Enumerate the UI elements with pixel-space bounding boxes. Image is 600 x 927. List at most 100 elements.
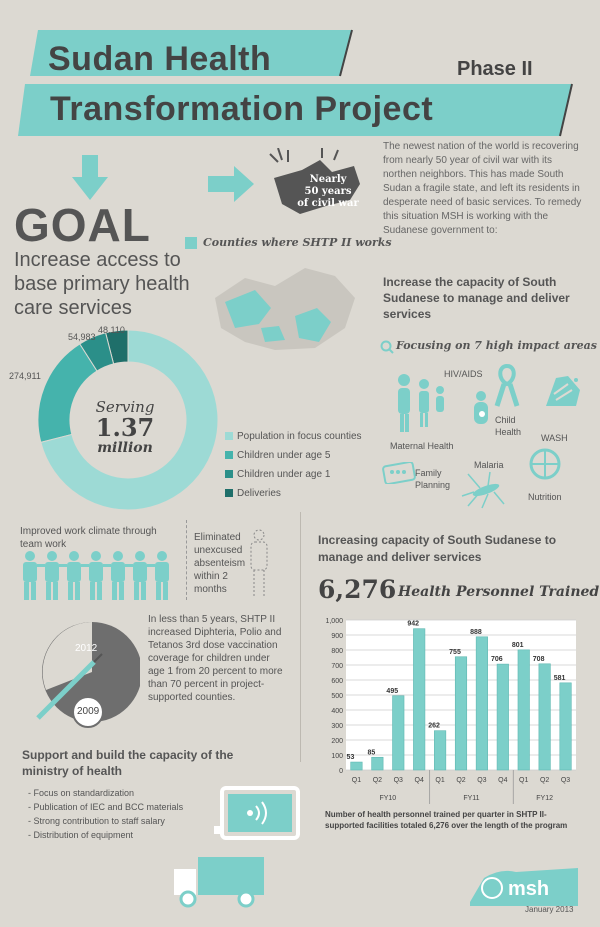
legend-swatch <box>225 432 233 441</box>
person-head <box>91 551 101 561</box>
area-family-planning: Family Planning <box>415 468 451 490</box>
bar <box>496 663 509 771</box>
bar <box>454 656 468 771</box>
vertical-divider <box>300 512 301 762</box>
y-tick-label: 1,000 <box>325 618 343 625</box>
civil-war-line1: Nearly <box>309 174 347 185</box>
area-maternal-health: Maternal Health <box>390 441 454 451</box>
dashed-divider <box>186 520 188 600</box>
x-tick-label: Q4 <box>498 777 507 784</box>
bar-value-label: 581 <box>554 675 566 682</box>
person-body <box>45 562 59 582</box>
legend-label: Children under age 5 <box>237 450 331 461</box>
list-item: - Distribution of equipment <box>28 830 134 840</box>
person-leg <box>163 582 168 600</box>
search-icon <box>380 340 394 354</box>
legend-swatch <box>225 470 233 479</box>
donut-hole <box>72 364 184 476</box>
y-tick-label: 800 <box>331 648 343 655</box>
list-item: - Focus on standardization <box>28 788 135 798</box>
x-tick-label: Q3 <box>394 777 403 784</box>
civil-war-line3: of civil war <box>297 198 359 209</box>
population-donut-chart <box>37 330 219 510</box>
list-item: - Strong contribution to staff salary <box>28 816 165 826</box>
y-tick-label: 400 <box>331 708 343 715</box>
person-head <box>113 551 123 561</box>
msh-logo-text: msh <box>508 878 549 900</box>
personnel-total: 6,276 <box>318 575 397 604</box>
civil-war-line2: 50 years <box>304 186 352 197</box>
donut-center-text: Serving 1.37 million <box>90 398 160 456</box>
vaccination-year-end: 2012 <box>75 643 98 654</box>
person-leg <box>31 582 36 600</box>
training-heading: Increasing capacity of South Sudanese to… <box>318 533 557 564</box>
focus-areas-label: Focusing on 7 high impact areas <box>396 339 597 352</box>
person-head <box>25 551 35 561</box>
map-legend-label: Counties where SHTP II works <box>203 236 392 249</box>
team-people-icon <box>23 551 169 600</box>
bar-value-label: 708 <box>533 656 545 663</box>
vaccination-progress-circle <box>36 622 140 728</box>
south-sudan-map <box>215 268 355 350</box>
personnel-label: Health Personnel Trained <box>398 584 600 600</box>
person-leg <box>75 582 80 600</box>
bar-value-label: 85 <box>367 749 375 756</box>
x-group-label: FY10 <box>379 795 396 802</box>
person-arm <box>37 564 45 567</box>
donut-legend: Population in focus counties Children un… <box>225 431 362 499</box>
person-arm <box>125 564 133 567</box>
x-tick-label: Q1 <box>435 777 444 784</box>
mosquito-icon <box>461 471 505 509</box>
sudan-map-badge-icon <box>269 148 360 214</box>
bar <box>350 761 363 771</box>
person-leg <box>53 582 58 600</box>
absenteeism-text: Eliminated unexcused absenteism within 2… <box>194 532 246 595</box>
work-climate-text: Improved work climate through team work <box>20 526 157 550</box>
person-arm <box>103 564 111 567</box>
delivery-truck-icon <box>174 857 264 908</box>
y-tick-label: 700 <box>331 663 343 670</box>
civil-war-label: Nearly 50 years of civil war <box>296 174 360 210</box>
bar-value-label: 706 <box>491 656 503 663</box>
ribbon-icon <box>494 364 520 407</box>
goal-subtitle: Increase access to base primary health c… <box>14 249 190 319</box>
person-body <box>111 562 125 582</box>
person-outline-icon <box>250 529 268 596</box>
x-tick-label: Q3 <box>477 777 486 784</box>
person-leg <box>90 582 95 600</box>
bar <box>559 682 572 771</box>
wash-hands-icon <box>546 376 580 406</box>
capacity-heading: Increase the capacity of South Sudanese … <box>383 275 570 321</box>
area-wash: WASH <box>541 433 568 443</box>
x-tick-label: Q2 <box>373 777 382 784</box>
bar <box>413 628 426 771</box>
person-leg <box>141 582 146 600</box>
person-arm <box>59 564 67 567</box>
person-leg <box>156 582 161 600</box>
bar-value-label: 755 <box>449 649 461 656</box>
person-leg <box>68 582 73 600</box>
computer-wifi-icon <box>214 786 300 840</box>
child-health-icon <box>474 391 488 424</box>
bar <box>434 730 447 771</box>
bar <box>517 649 530 771</box>
donut-center-value: 1.37 <box>95 413 155 442</box>
nutrition-plate-icon <box>529 448 561 480</box>
donut-label-deliveries: 48,110 <box>98 325 125 335</box>
x-tick-label: Q4 <box>415 777 424 784</box>
page-title-line1: Sudan Health <box>48 40 272 78</box>
list-item: - Publication of IEC and BCC materials <box>28 802 184 812</box>
y-tick-label: 600 <box>331 678 343 685</box>
pill-pack-icon <box>382 462 416 484</box>
footer-date: January 2013 <box>525 905 574 914</box>
maternal-health-icon <box>398 374 444 432</box>
person-leg <box>24 582 29 600</box>
bar <box>475 636 488 771</box>
chart-caption: Number of health personnel trained per q… <box>325 810 568 830</box>
person-leg <box>97 582 102 600</box>
msh-logo: msh <box>470 868 578 906</box>
person-head <box>135 551 145 561</box>
person-body <box>89 562 103 582</box>
y-tick-label: 200 <box>331 738 343 745</box>
y-tick-label: 500 <box>331 693 343 700</box>
